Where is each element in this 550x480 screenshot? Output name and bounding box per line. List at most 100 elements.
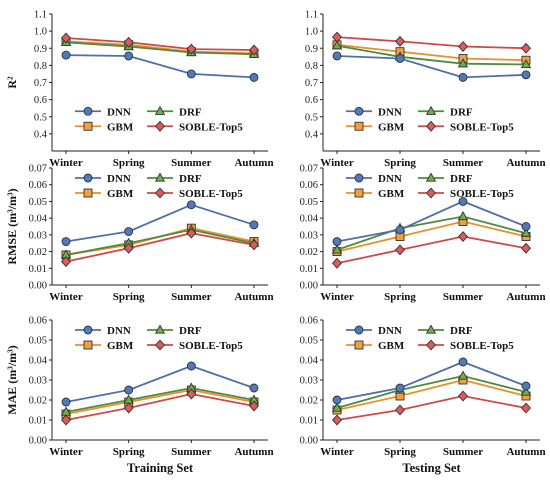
y-tick-label: 1.0 [34,27,47,38]
data-point-dnn [332,395,342,405]
legend-label-gbm: GBM [107,188,134,200]
data-point-dnn [395,54,405,63]
data-point-dnn [61,397,71,407]
x-tick-label: Spring [384,446,416,458]
y-tick-label: 0.9 [34,44,47,55]
y-tick-label: 0.05 [300,336,318,347]
data-point-soble-top5 [60,414,72,426]
legend-label-soble-top5: SOBLE-Top5 [450,121,514,133]
x-tick-label: Summer [443,291,483,303]
y-tick-label: 0.02 [300,247,318,258]
data-point-dnn [332,237,342,246]
x-tick-label: Autumn [506,157,545,169]
legend-marker-drf [154,105,166,115]
legend-marker-drf [154,324,166,334]
x-tick-label: Winter [320,291,354,303]
data-point-drf [331,244,343,254]
data-point-soble-top5 [248,44,260,56]
data-point-dnn [395,383,405,393]
legend-label-drf: DRF [179,106,202,118]
data-point-soble-top5 [123,36,134,48]
legend-label-dnn: DNN [107,106,131,118]
x-tick-label: Autumn [506,446,545,458]
data-point-dnn [521,70,531,80]
y-tick-label: 0.04 [300,356,319,367]
series-line-drf [65,387,255,413]
y-tick-label: 0.02 [29,396,47,407]
legend-label-gbm: GBM [107,121,134,133]
legend-marker-gbm [354,188,364,198]
legend-marker-dnn [354,106,364,116]
legend-label-dnn: DNN [378,173,402,185]
data-point-dnn [186,200,196,210]
x-tick-label: Summer [443,157,483,169]
legend-label-gbm: GBM [378,340,405,352]
x-tick-label: Winter [320,157,354,169]
legend-marker-dnn [83,173,93,183]
legend-marker-gbm [354,121,364,131]
y-tick-label: 0.6 [34,95,47,106]
y-axis-title: RMSE (m³/m³) [5,188,19,264]
data-point-soble-top5 [520,402,532,414]
data-point-soble-top5 [520,242,532,254]
series-line-gbm [336,379,527,411]
y-tick-label: 0.05 [300,197,318,208]
data-point-dnn [249,72,259,82]
data-point-soble-top5 [186,227,197,239]
legend-marker-dnn [354,325,364,335]
y-tick-label: 1.1 [305,10,318,21]
legend-marker-gbm [83,340,93,350]
data-point-drf [331,402,343,412]
legend-label-soble-top5: SOBLE-Top5 [179,188,243,200]
y-tick-label: 0.8 [34,61,47,72]
y-tick-label: 0.03 [29,230,47,241]
legend-marker-dnn [354,173,364,183]
legend-marker-gbm [354,340,364,350]
legend-label-drf: DRF [450,173,473,185]
x-tick-label: Spring [384,291,416,303]
data-point-dnn [521,381,531,391]
series-line-gbm [336,43,527,62]
legend-marker-drf [154,172,166,182]
y-tick-label: 0.00 [300,436,318,447]
data-point-soble-top5 [520,42,532,54]
y-tick-label: 0.04 [29,356,48,367]
x-tick-label: Winter [49,291,83,303]
data-point-dnn [395,225,405,235]
y-tick-label: 0.01 [300,264,318,275]
data-point-dnn [124,385,134,395]
data-point-dnn [332,51,342,61]
y-tick-label: 0.03 [300,230,318,241]
data-point-dnn [249,383,259,393]
legend-label-dnn: DNN [107,325,131,337]
data-point-soble-top5 [123,402,134,414]
x-tick-label: Summer [171,446,211,458]
y-tick-label: 0.9 [305,44,318,55]
data-point-soble-top5 [331,414,343,426]
legend-label-gbm: GBM [107,340,134,352]
data-point-drf [331,40,343,50]
legend-marker-drf [425,324,437,334]
legend-label-dnn: DNN [378,325,402,337]
data-point-dnn [458,196,468,206]
y-tick-label: 0.06 [29,316,47,327]
x-tick-label: Summer [171,291,211,303]
data-point-dnn [61,50,71,60]
y-tick-label: 0.00 [300,281,318,292]
legend-marker-drf [425,172,437,182]
series-line-drf [336,215,527,251]
y-tick-label: 1.1 [34,10,47,21]
y-tick-label: 0.7 [305,78,318,89]
y-tick-label: 0.02 [300,396,318,407]
data-point-dnn [186,69,196,79]
legend-label-soble-top5: SOBLE-Top5 [450,340,514,352]
data-point-soble-top5 [394,244,406,256]
series-line-gbm [336,220,527,253]
y-tick-label: 0.01 [300,416,318,427]
series-line-dnn [65,365,255,403]
y-tick-label: 1.0 [305,27,318,38]
data-point-soble-top5 [331,257,343,269]
series-line-drf [336,375,527,409]
x-tick-label: Autumn [234,446,273,458]
